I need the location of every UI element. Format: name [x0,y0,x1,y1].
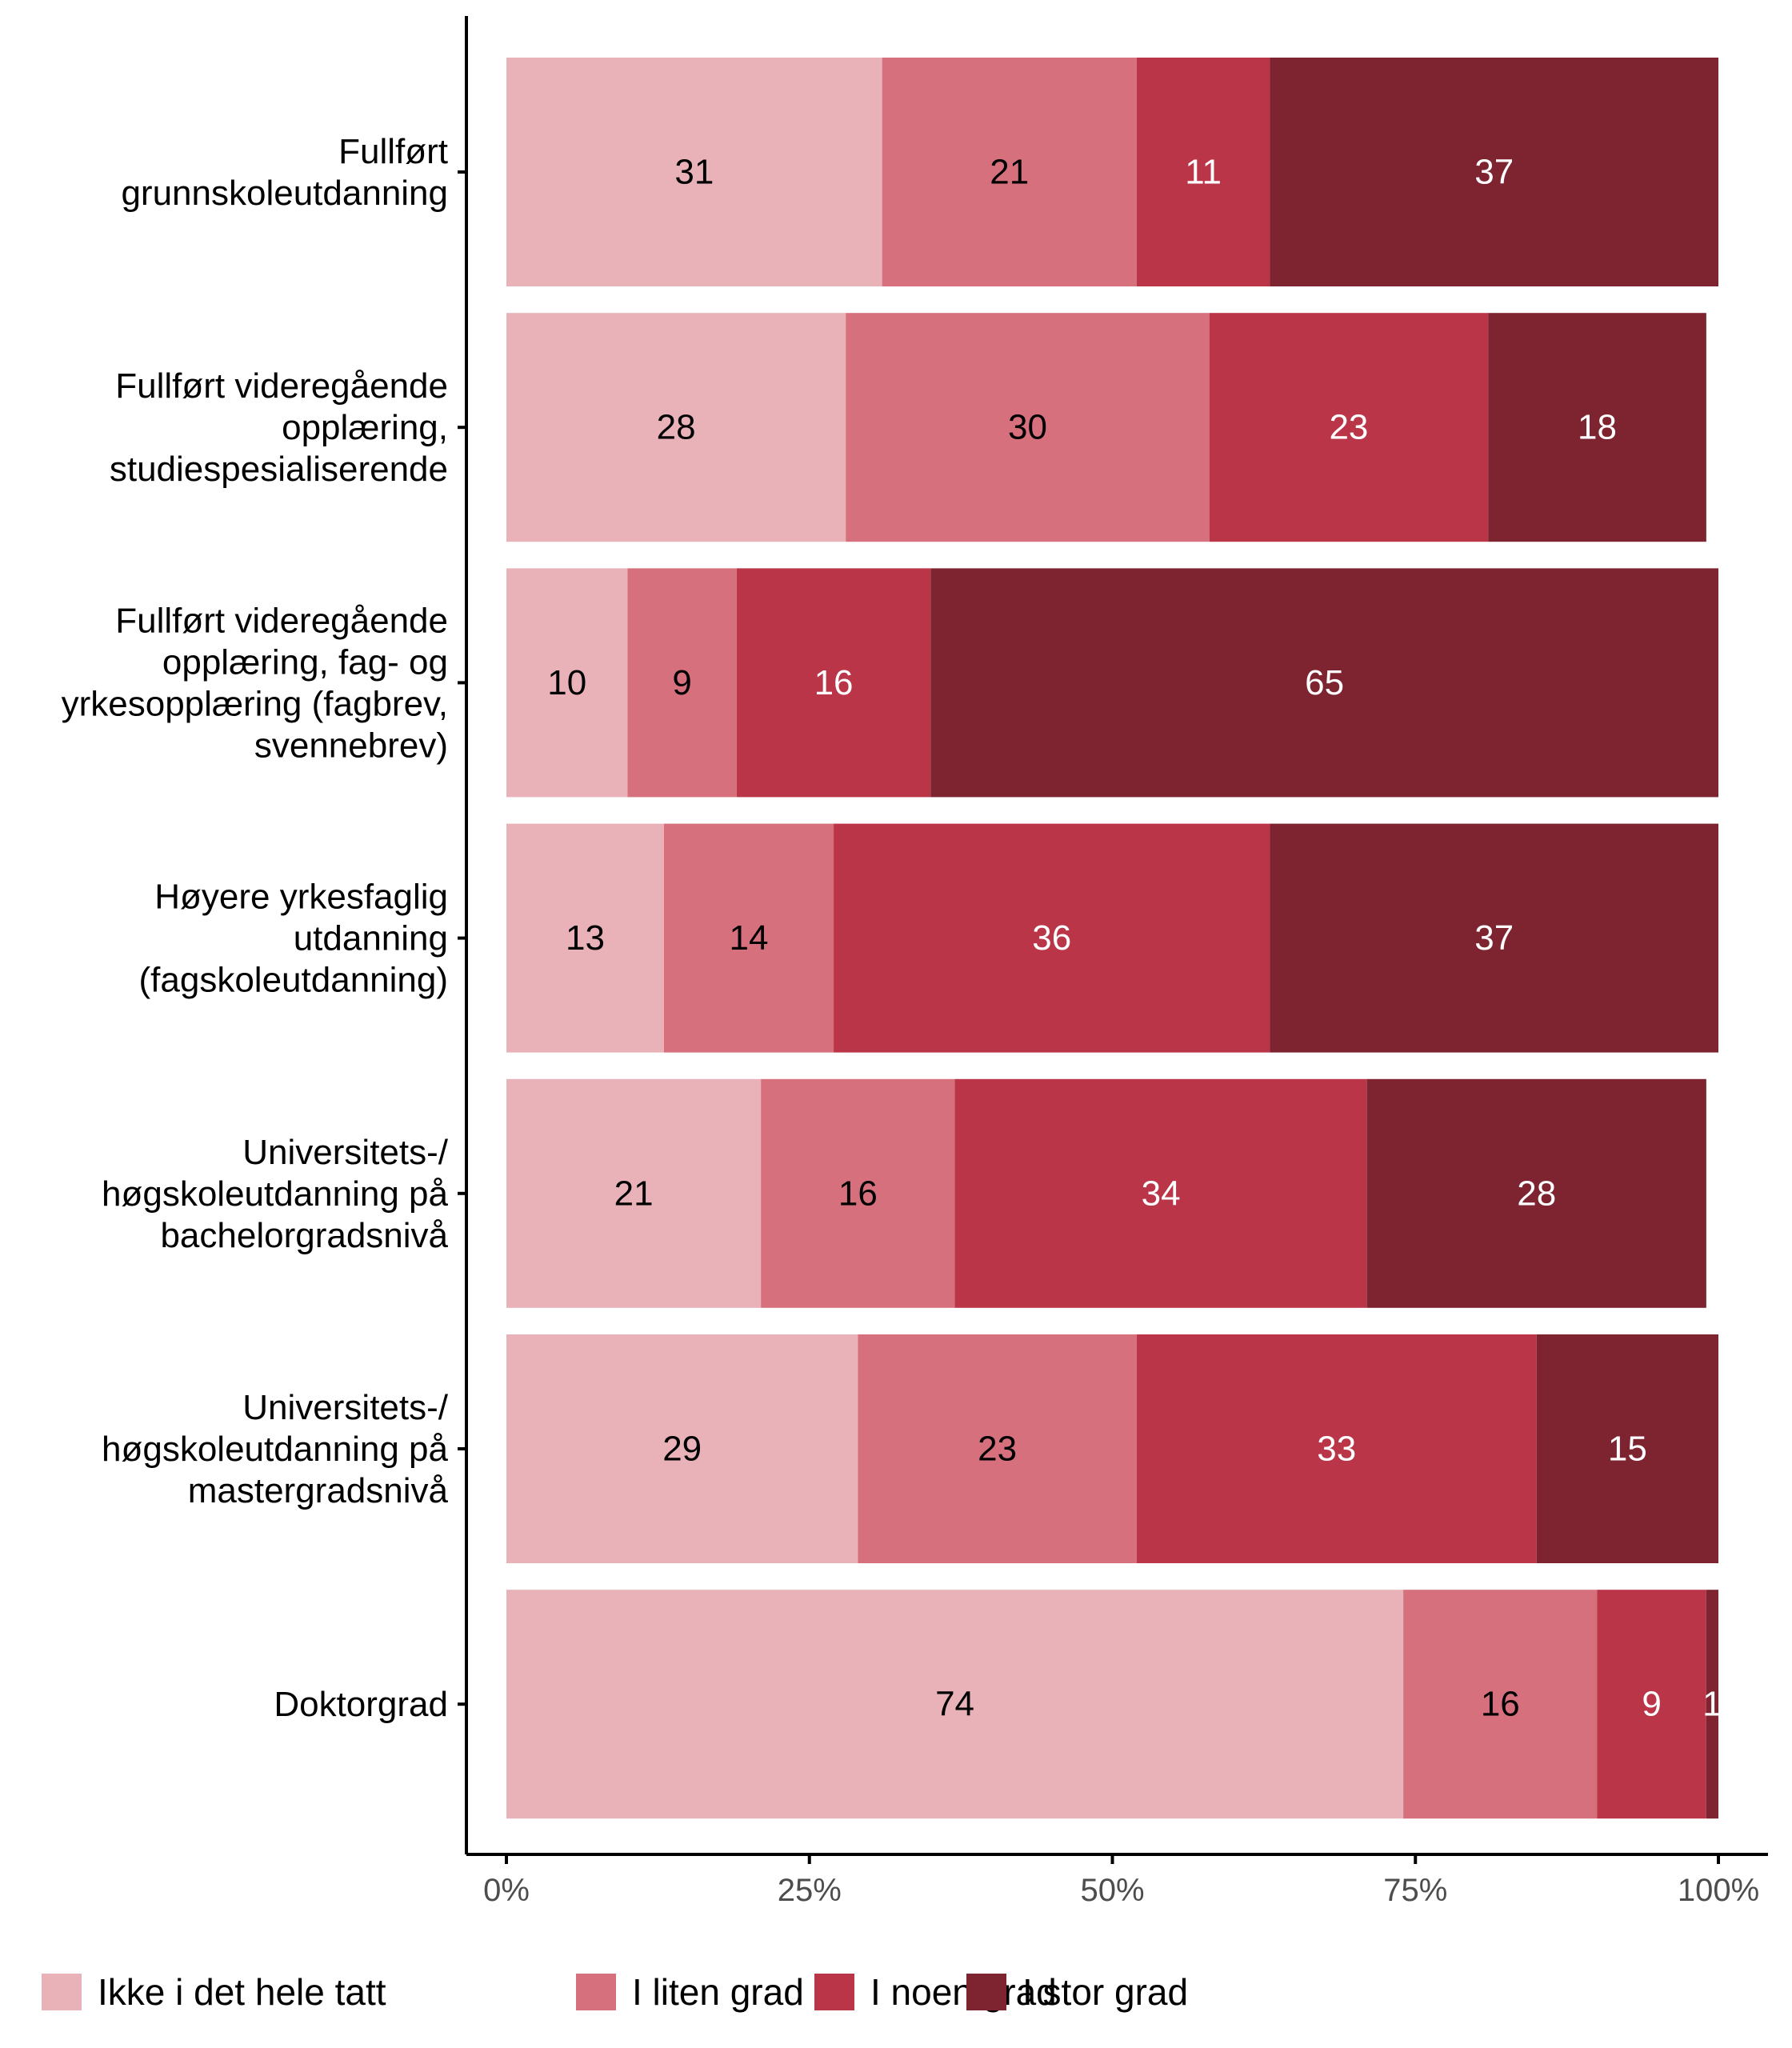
bar-segment [1536,1334,1718,1563]
x-tick-label: 50% [1080,1873,1144,1908]
bar-segment [1366,1078,1706,1308]
bar-segment [882,58,1137,286]
bar-segment [846,313,1210,542]
bar-segment [506,58,882,286]
data-label: 33 [1317,1430,1356,1469]
category-label: Universitets-/høgskoleutdanning på bachel… [102,1132,449,1254]
bar-segment [1209,313,1489,542]
bar-segment [627,568,737,798]
data-label: 28 [1517,1174,1556,1213]
category-label: Fullført grunnskoleutdanning [121,132,448,213]
bar-segment [1403,1590,1598,1819]
data-label: 31 [674,153,714,192]
bar-segment [506,568,628,798]
bar-segment [954,1078,1367,1308]
data-label: 16 [838,1174,878,1213]
data-label: 74 [935,1685,974,1724]
data-label: 11 [1185,153,1222,192]
bar-segment [663,823,834,1053]
bar-segment [1136,1334,1537,1563]
bar-segment [506,823,664,1053]
category-label: Fullført videregående opplæring, studiespe… [110,366,448,489]
legend-label: I stor grad [1022,1971,1188,2013]
bar-segment [1270,823,1718,1053]
segment-labels-layer: 31 21 11 37 28 30 23 18 10 9 16 65 13 14 36 37 21 16 34 28 2… [547,153,1722,1724]
category-labels-layer: Fullført grunnskoleutdanning Fullført vide… [62,132,466,1724]
bars-layer [506,58,1718,1819]
bar-segment [834,823,1270,1053]
category-label: Universitets-/høgskoleutdanning på master… [102,1388,449,1510]
legend: Ikke i det hele tatt I liten grad I noen g… [42,1971,1188,2013]
data-label: 9 [672,663,691,702]
bar-segment [506,1078,762,1308]
bar-segment [506,313,846,542]
data-label: 37 [1474,918,1514,958]
data-label: 37 [1474,153,1514,192]
x-tick-label: 75% [1383,1873,1447,1908]
legend-swatch [42,1974,82,2010]
data-label: 10 [547,663,586,702]
bar-segment [1136,58,1270,286]
category-label: Doktorgrad [274,1685,448,1724]
data-label: 16 [814,663,854,702]
data-label: 65 [1305,663,1344,702]
data-label: 29 [662,1430,702,1469]
bar-segment [736,568,931,798]
data-label: 14 [730,918,769,958]
data-label: 30 [1008,408,1047,447]
data-label: 21 [990,153,1029,192]
data-label: 18 [1578,408,1617,447]
x-tick-label: 25% [778,1873,842,1908]
data-label: 28 [657,408,696,447]
category-label: Høyere yrkesfaglig utdanning (fagskoleutda… [139,877,448,999]
category-label: Fullført videregående opplæring, fag- og y… [62,601,448,765]
data-label: 23 [978,1430,1017,1469]
bar-segment [506,1590,1404,1819]
x-tick-label: 100% [1678,1873,1759,1908]
bar-segment [1597,1590,1706,1819]
bar-segment [1706,1590,1718,1819]
data-label: 9 [1642,1685,1661,1724]
bar-segment [1270,58,1718,286]
x-tick-label: 0% [483,1873,530,1908]
legend-swatch [966,1974,1006,2010]
data-label: 36 [1032,918,1071,958]
data-label: 16 [1481,1685,1520,1724]
data-label: 23 [1329,408,1368,447]
data-label: 15 [1608,1430,1647,1469]
bar-segment [1488,313,1706,542]
data-label: 21 [614,1174,654,1213]
bar-segment [761,1078,955,1308]
legend-swatch [576,1974,616,2010]
legend-label: I noen grad [870,1971,1057,2013]
data-label: 1 [1702,1685,1722,1724]
legend-label: Ikke i det hele tatt [98,1971,386,2013]
legend-label: I liten grad [632,1971,804,2013]
bar-segment [506,1334,858,1563]
x-ticks-layer: 0% 25% 50% 75% 100% [483,1854,1759,1908]
data-label: 34 [1142,1174,1181,1213]
bar-segment [858,1334,1137,1563]
legend-swatch [814,1974,854,2010]
bar-segment [930,568,1718,798]
data-label: 13 [566,918,605,958]
